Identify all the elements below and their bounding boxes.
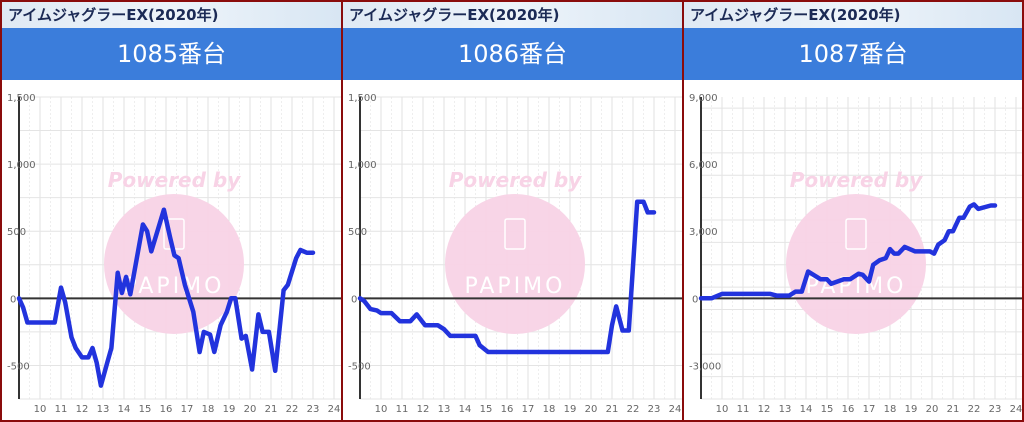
x-tick-label: 16 xyxy=(842,404,855,415)
model-name: アイムジャグラーEX(2020年) xyxy=(2,2,341,28)
x-tick-label: 10 xyxy=(716,404,729,415)
y-tick-label: 1,000 xyxy=(348,160,377,171)
x-tick-label: 18 xyxy=(202,404,215,415)
y-tick-label: -3,000 xyxy=(689,361,721,372)
y-tick-label: 500 xyxy=(7,227,26,238)
x-tick-label: 21 xyxy=(265,404,278,415)
x-tick-label: 11 xyxy=(55,404,68,415)
chart-panel-1086: アイムジャグラーEX(2020年) 1086番台 Powered by PAPIM… xyxy=(341,0,684,422)
x-tick-label: 16 xyxy=(501,404,514,415)
x-tick-label: 19 xyxy=(905,404,918,415)
slump-chart: Powered by PAPIMO 1,500 1,000 500 0 -500 10 11 12… xyxy=(348,93,682,415)
y-tick-label: 3,000 xyxy=(689,227,718,238)
x-tick-label: 19 xyxy=(223,404,236,415)
x-tick-label: 10 xyxy=(34,404,47,415)
x-tick-label: 14 xyxy=(459,404,472,415)
x-tick-label: 23 xyxy=(648,404,661,415)
chart-panel-1085: アイムジャグラーEX(2020年) 1085番台 Powered by PAPIM… xyxy=(0,0,343,422)
machine-number: 1087番台 xyxy=(684,28,1022,80)
x-tick-label: 11 xyxy=(396,404,409,415)
x-tick-label: 24 xyxy=(328,404,341,415)
slump-chart: Powered byPAPIMO9,0006,0003,0000-3,00010… xyxy=(689,93,1023,415)
x-tick-label: 17 xyxy=(522,404,535,415)
x-tick-label: 15 xyxy=(821,404,834,415)
x-tick-label: 22 xyxy=(968,404,981,415)
y-tick-label: 1,500 xyxy=(7,93,36,104)
watermark-logo: PAPIMO xyxy=(124,274,225,299)
x-tick-label: 23 xyxy=(989,404,1002,415)
x-tick-label: 20 xyxy=(244,404,257,415)
x-tick-label: 14 xyxy=(118,404,131,415)
watermark-phone-icon xyxy=(845,218,867,250)
chart-panel-1087: アイムジャグラーEX(2020年) 1087番台 Powered by PAPIM… xyxy=(682,0,1024,422)
slump-chart: Powered by PAPIMO 1,500 1,000 500 0 -500 10 11 12… xyxy=(7,93,341,415)
x-tick-label: 22 xyxy=(286,404,299,415)
y-tick-label: 1,000 xyxy=(7,160,36,171)
x-tick-label: 18 xyxy=(884,404,897,415)
watermark-powered-by: Powered by xyxy=(449,168,582,192)
model-name: アイムジャグラーEX(2020年) xyxy=(684,2,1022,28)
x-tick-label: 12 xyxy=(76,404,89,415)
x-tick-label: 17 xyxy=(181,404,194,415)
x-tick-label: 17 xyxy=(863,404,876,415)
watermark-powered-by: Powered by xyxy=(108,168,241,192)
x-tick-label: 24 xyxy=(669,404,682,415)
machine-number: 1085番台 xyxy=(2,28,341,80)
y-tick-label: -500 xyxy=(7,361,30,372)
watermark-logo: PAPIMO xyxy=(465,274,566,299)
y-tick-label: 9,000 xyxy=(689,93,718,104)
x-tick-label: 15 xyxy=(139,404,152,415)
x-tick-label: 21 xyxy=(606,404,619,415)
x-tick-label: 12 xyxy=(758,404,771,415)
y-tick-label: 6,000 xyxy=(689,160,718,171)
y-tick-label: 0 xyxy=(351,294,357,305)
x-tick-label: 14 xyxy=(800,404,813,415)
watermark-circle xyxy=(786,194,926,334)
series-line xyxy=(698,202,998,301)
watermark-phone-icon xyxy=(504,218,526,250)
y-tick-label: -500 xyxy=(348,361,371,372)
x-tick-label: 19 xyxy=(564,404,577,415)
x-tick-label: 20 xyxy=(585,404,598,415)
x-tick-label: 21 xyxy=(947,404,960,415)
x-tick-label: 15 xyxy=(480,404,493,415)
y-tick-label: 1,500 xyxy=(348,93,377,104)
x-tick-label: 12 xyxy=(417,404,430,415)
model-name: アイムジャグラーEX(2020年) xyxy=(343,2,682,28)
x-tick-label: 20 xyxy=(926,404,939,415)
y-tick-label: 0 xyxy=(692,294,698,305)
x-tick-label: 23 xyxy=(307,404,320,415)
y-tick-label: 500 xyxy=(348,227,367,238)
watermark-powered-by: Powered by xyxy=(790,168,923,192)
x-tick-label: 10 xyxy=(375,404,388,415)
x-tick-label: 22 xyxy=(627,404,640,415)
watermark-circle xyxy=(104,194,244,334)
x-tick-label: 11 xyxy=(737,404,750,415)
x-tick-label: 13 xyxy=(97,404,110,415)
x-tick-label: 13 xyxy=(438,404,451,415)
x-tick-label: 18 xyxy=(543,404,556,415)
x-tick-label: 24 xyxy=(1010,404,1023,415)
watermark-circle xyxy=(445,194,585,334)
x-tick-label: 16 xyxy=(160,404,173,415)
y-tick-label: 0 xyxy=(10,294,16,305)
machine-number: 1086番台 xyxy=(343,28,682,80)
x-tick-label: 13 xyxy=(779,404,792,415)
